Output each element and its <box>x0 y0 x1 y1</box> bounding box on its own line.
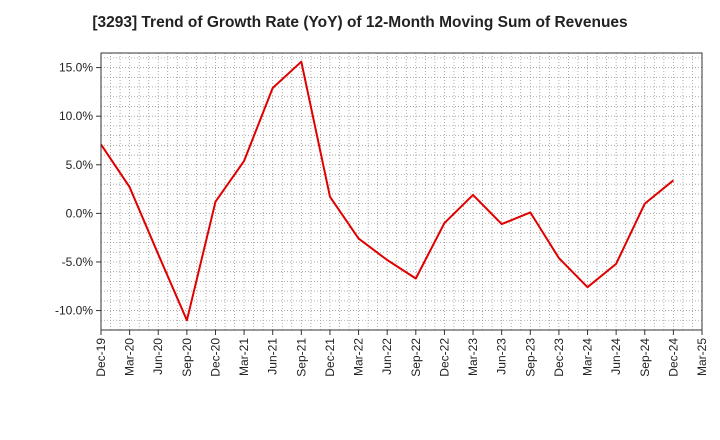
x-tick-label: Mar-20 <box>123 338 137 376</box>
x-tick-label: Sep-20 <box>180 338 194 377</box>
x-tick-label: Mar-25 <box>695 338 709 376</box>
x-tick-label: Jun-21 <box>266 338 280 375</box>
x-tick-label: Mar-23 <box>466 338 480 376</box>
x-tick-label: Dec-21 <box>323 338 337 377</box>
x-axis-ticks: Dec-19 Mar-20 Jun-20 Sep-20 Dec-20 Mar-21 Jun-… <box>94 330 709 377</box>
y-tick-label: 10.0% <box>59 109 93 123</box>
x-tick-label: Mar-24 <box>581 338 595 376</box>
x-tick-label: Dec-23 <box>552 338 566 377</box>
y-tick-label: -5.0% <box>62 255 94 269</box>
y-tick-label: -10.0% <box>55 304 93 318</box>
x-tick-label: Mar-21 <box>237 338 251 376</box>
x-tick-label: Jun-24 <box>609 338 623 375</box>
x-tick-label: Dec-19 <box>94 338 108 377</box>
x-tick-label: Jun-22 <box>380 338 394 375</box>
plot-frame <box>100 52 703 331</box>
y-tick-label: 5.0% <box>66 158 94 172</box>
grid-lines <box>101 53 702 331</box>
x-tick-label: Jun-23 <box>495 338 509 375</box>
x-tick-label: Sep-21 <box>294 338 308 377</box>
x-tick-label: Sep-24 <box>638 338 652 377</box>
x-tick-label: Dec-24 <box>666 338 680 377</box>
y-tick-label: 15.0% <box>59 61 93 75</box>
x-tick-label: Jun-20 <box>151 338 165 375</box>
x-tick-label: Mar-22 <box>352 338 366 376</box>
x-tick-label: Sep-23 <box>523 338 537 377</box>
y-tick-label: 0.0% <box>66 206 94 220</box>
x-tick-label: Dec-22 <box>437 338 451 377</box>
chart-title: [3293] Trend of Growth Rate (YoY) of 12-… <box>92 14 628 31</box>
x-tick-label: Sep-22 <box>409 338 423 377</box>
x-tick-label: Dec-20 <box>208 338 222 377</box>
y-axis-ticks: 15.0% 10.0% 5.0% 0.0% -5.0% -10.0% <box>55 61 101 318</box>
plot-background <box>101 53 702 330</box>
series-line <box>100 60 675 322</box>
series-layer <box>100 60 675 322</box>
